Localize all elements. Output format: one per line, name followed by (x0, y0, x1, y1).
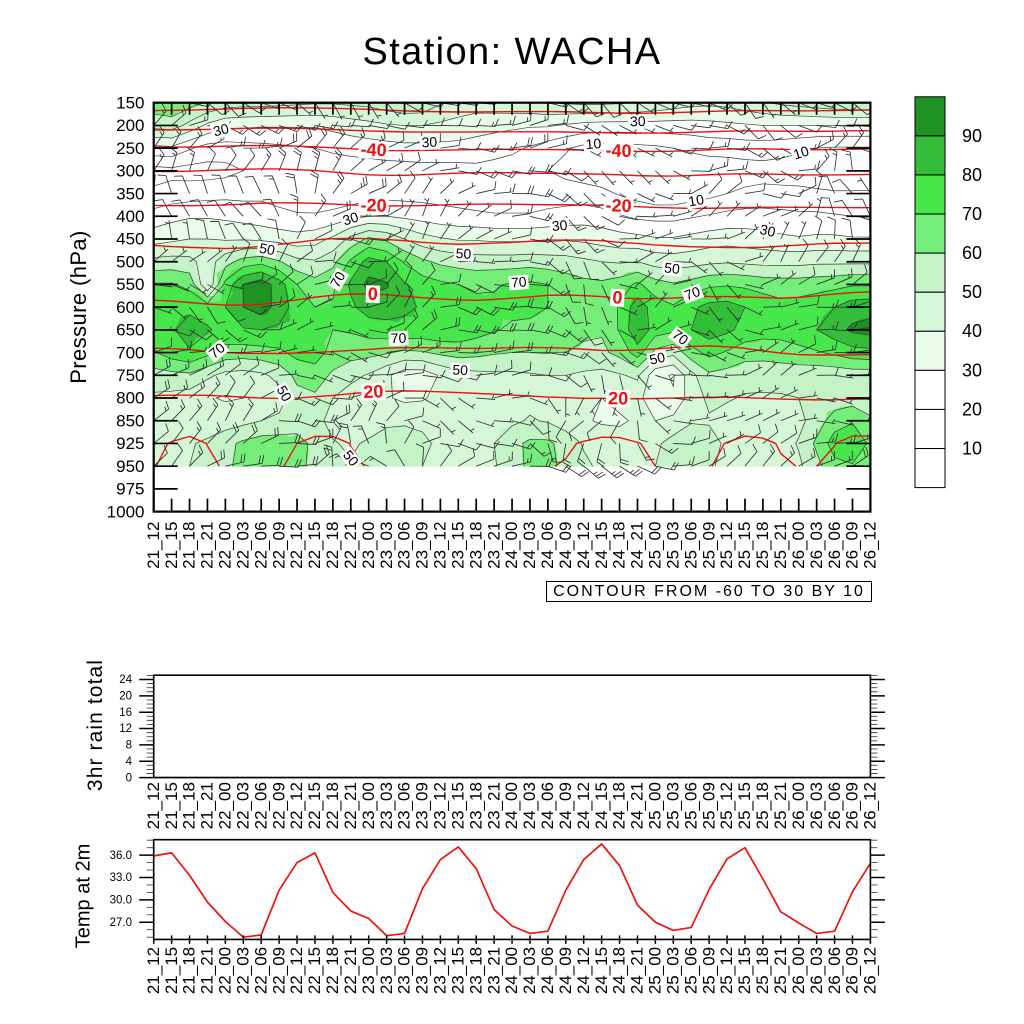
rain-axis-label: 3hr rain total (84, 658, 107, 792)
pressure-axis-label: Pressure (hPa) (66, 230, 91, 384)
contour-range-note: CONTOUR FROM -60 TO 30 BY 10 (546, 581, 872, 602)
temp-axis-label: Temp at 2m (72, 843, 95, 949)
page-title: Station: WACHA (362, 31, 662, 73)
